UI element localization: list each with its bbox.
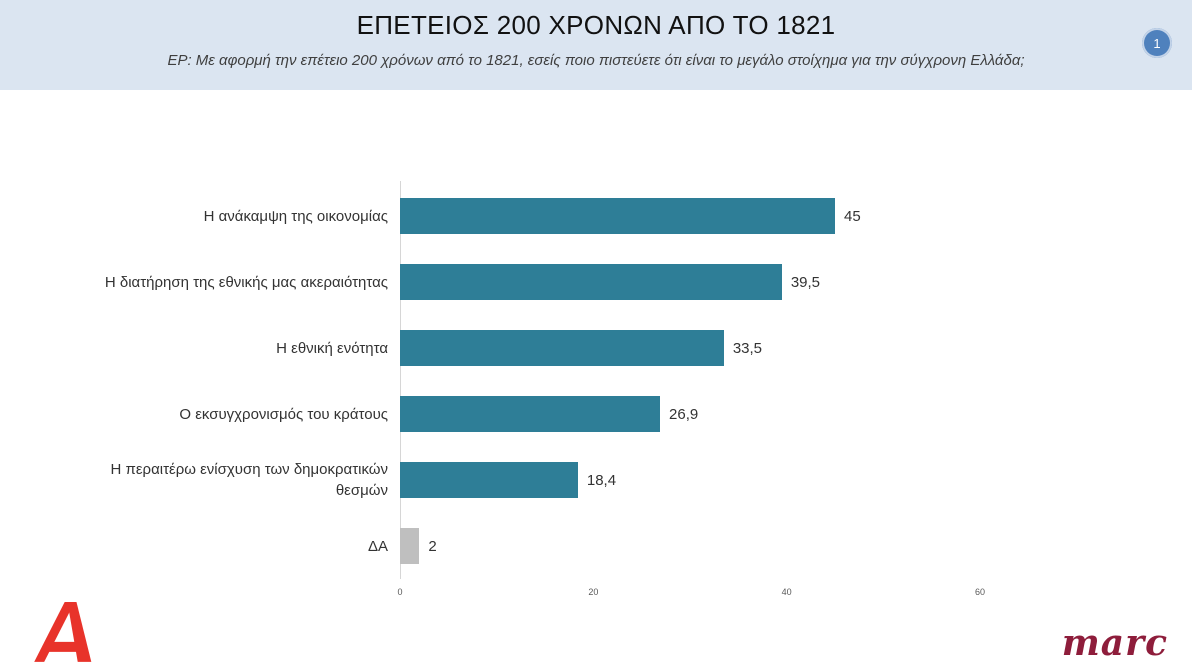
category-label: Η περαιτέρω ενίσχυση των δημοκρατικών θε… — [110, 461, 388, 499]
category-label: Η ανάκαμψη της οικονομίας — [203, 207, 388, 225]
bar — [400, 396, 661, 432]
x-axis-tick-label: 40 — [781, 587, 792, 597]
value-label: 18,4 — [586, 471, 617, 489]
category-label: Η εθνική ενότητα — [276, 339, 388, 357]
chart-row: Η περαιτέρω ενίσχυση των δημοκρατικών θε… — [80, 447, 1060, 513]
bar-track: 33,5 — [400, 330, 980, 366]
y-axis-line — [400, 181, 401, 579]
value-label: 33,5 — [732, 339, 763, 357]
value-label: 39,5 — [790, 273, 821, 291]
category-label: ΔΑ — [367, 537, 388, 555]
bar-track: 2 — [400, 528, 980, 564]
bar-track: 26,9 — [400, 396, 980, 432]
chart-row: Η εθνική ενότητα 33,5 — [80, 315, 1060, 381]
bar — [400, 330, 724, 366]
bar-track: 39,5 — [400, 264, 980, 300]
marc-logo: marc — [1061, 622, 1168, 664]
chart-row: Ο εκσυγχρονισμός του κράτους 26,9 — [80, 381, 1060, 447]
bar — [400, 528, 420, 564]
bar-track: 18,4 — [400, 462, 980, 498]
x-axis-ticks: 0 20 40 60 — [397, 587, 985, 603]
category-label: Η διατήρηση της εθνικής μας ακεραιότητας — [104, 273, 388, 291]
survey-question: ΕΡ: Με αφορμή την επέτειο 200 χρόνων από… — [167, 52, 1025, 69]
bar-track: 45 — [400, 198, 980, 234]
header-band: ΕΠΕΤΕΙΟΣ 200 ΧΡΟΝΩΝ ΑΠΟ ΤΟ 1821 ΕΡ: Με α… — [0, 0, 1192, 90]
alpha-tv-logo — [34, 602, 92, 662]
page-number-badge: 1 — [1142, 28, 1172, 58]
bar — [400, 264, 782, 300]
x-axis-tick-label: 20 — [588, 587, 599, 597]
chart-row: Η ανάκαμψη της οικονομίας 45 — [80, 183, 1060, 249]
value-label: 45 — [844, 207, 861, 225]
chart-row: ΔΑ 2 — [80, 513, 1060, 579]
chart-rows: Η ανάκαμψη της οικονομίας 45 Η διατήρηση τ… — [80, 181, 1060, 579]
bar — [400, 198, 835, 234]
value-label: 2 — [428, 537, 437, 555]
bar-chart: Η ανάκαμψη της οικονομίας 45 Η διατήρηση τ… — [80, 181, 1060, 603]
category-label: Ο εκσυγχρονισμός του κράτους — [179, 405, 388, 423]
x-axis-tick-label: 60 — [974, 587, 986, 597]
value-label: 26,9 — [669, 405, 699, 423]
chart-row: Η διατήρηση της εθνικής μας ακεραιότητας… — [80, 249, 1060, 315]
page-title: ΕΠΕΤΕΙΟΣ 200 ΧΡΟΝΩΝ ΑΠΟ ΤΟ 1821 — [356, 10, 836, 40]
x-axis-tick-label: 0 — [397, 587, 403, 597]
bar — [400, 462, 578, 498]
